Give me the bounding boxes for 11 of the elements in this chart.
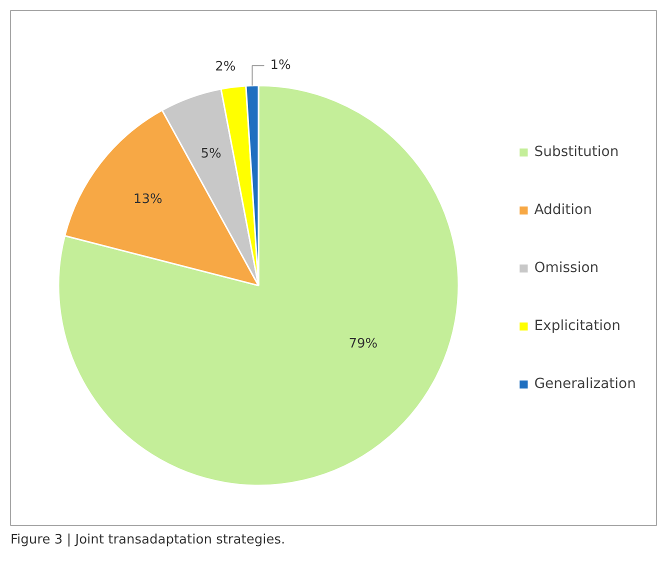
data-label: 1% <box>270 58 291 74</box>
data-label: 13% <box>133 192 162 208</box>
legend-label: Explicitation <box>534 318 620 334</box>
caption: Figure 3 | Joint transadaptation strategies. <box>10 532 286 548</box>
legend-label: Substitution <box>534 144 619 160</box>
data-label: 5% <box>200 146 222 162</box>
data-label: 79% <box>348 336 378 352</box>
legend-label: Omission <box>534 260 599 276</box>
legend-label: Generalization <box>534 376 636 392</box>
legend-label: Addition <box>534 202 592 218</box>
data-label: 2% <box>215 60 236 75</box>
